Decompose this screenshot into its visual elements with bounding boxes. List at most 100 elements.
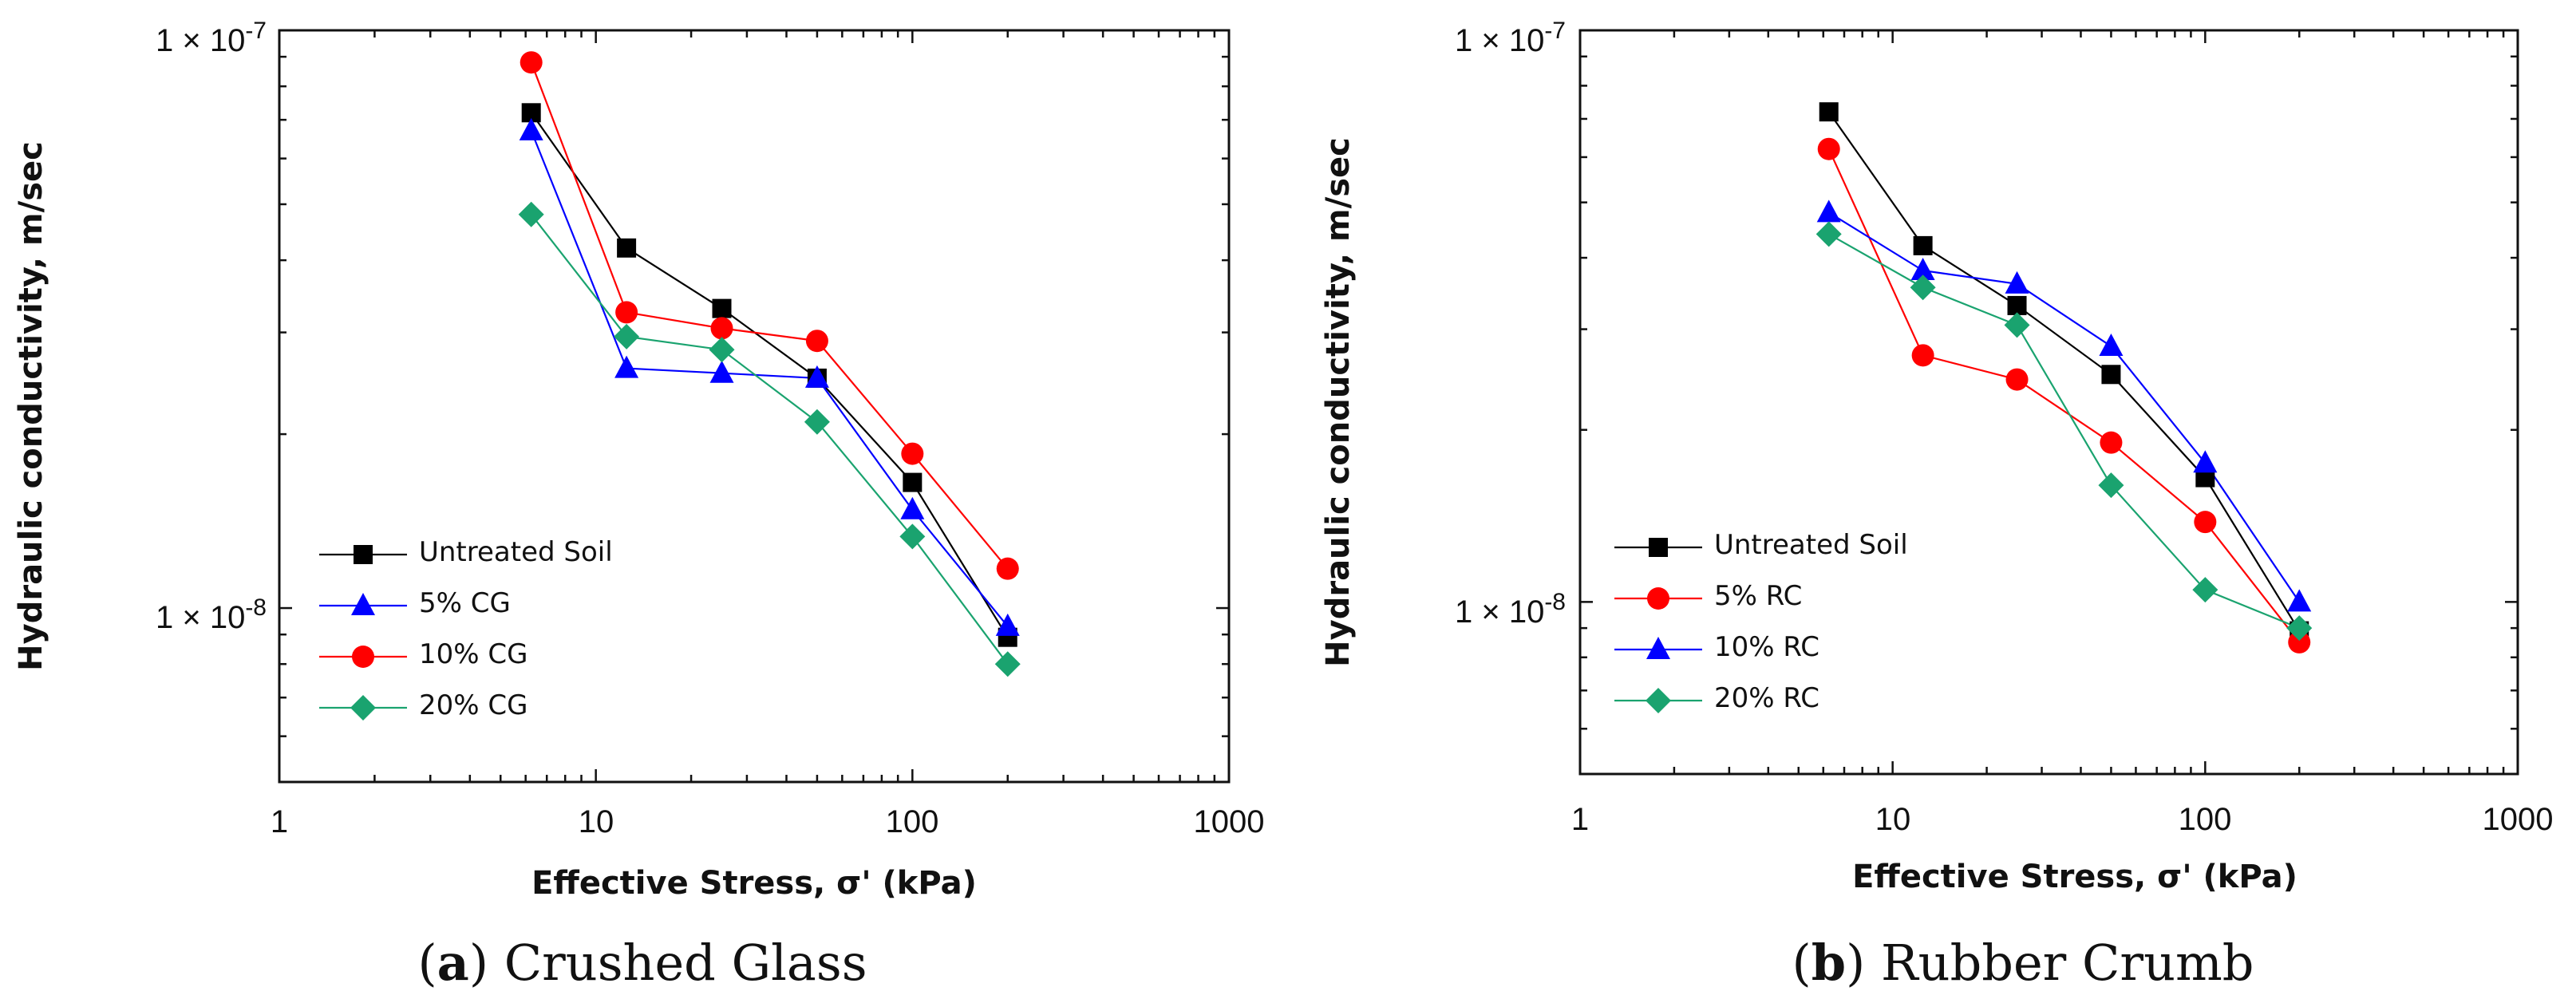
- data-point-diamond: [614, 323, 640, 349]
- data-point-circle: [352, 646, 374, 668]
- legend-entry: 5% RC: [1614, 580, 1802, 612]
- data-point-triangle: [900, 496, 925, 519]
- data-point-circle: [901, 442, 924, 465]
- y-tick-label: 1 × 10-7: [1455, 18, 1566, 58]
- data-point-diamond: [1646, 688, 1671, 713]
- series-group-b: [1815, 102, 2313, 654]
- legend-label: 10% RC: [1714, 631, 1819, 663]
- data-point-triangle: [1910, 258, 1935, 281]
- x-tick-label: 1000: [1194, 804, 1265, 839]
- data-point-triangle: [2099, 334, 2124, 357]
- x-tick-label: 100: [2179, 802, 2232, 837]
- data-point-square: [1649, 538, 1668, 557]
- y-tick-label: 1 × 10-8: [156, 594, 267, 635]
- data-point-diamond: [2286, 615, 2313, 642]
- series-line: [1828, 211, 2301, 603]
- data-point-triangle: [995, 613, 1020, 636]
- legend-label: 5% CG: [419, 587, 511, 619]
- panel-a: 1 10 100 1000 1 × 10-7 1 × 10-8 Effectiv…: [13, 18, 1264, 992]
- data-point-diamond: [1815, 221, 1842, 247]
- series-line: [1828, 233, 2300, 630]
- caption-b: (b) Rubber Crumb: [1792, 934, 2254, 992]
- legend-a: Untreated Soil 5% CG 10% CG 20% CG: [319, 536, 613, 721]
- data-point-circle: [1911, 344, 1934, 367]
- data-point-circle: [2288, 630, 2311, 654]
- data-point-diamond: [2192, 577, 2218, 603]
- y-tick-label: 1 × 10-8: [1455, 589, 1566, 630]
- data-point-diamond: [709, 337, 735, 363]
- legend-entry: 20% CG: [319, 689, 527, 721]
- axis-ticks-b: [1578, 29, 2518, 776]
- data-point-square: [1819, 102, 1839, 122]
- series-line: [1827, 148, 2301, 643]
- data-point-diamond: [804, 409, 830, 435]
- data-point-square: [2101, 365, 2121, 385]
- data-point-triangle: [2005, 271, 2029, 294]
- data-point-diamond: [1910, 274, 1936, 301]
- legend-entry: 10% CG: [319, 638, 527, 670]
- series-line: [530, 130, 1009, 627]
- data-point-diamond: [350, 695, 376, 721]
- x-tick-label: 1: [1571, 802, 1589, 837]
- data-point-circle: [2194, 511, 2217, 534]
- x-tick-label: 10: [579, 804, 614, 839]
- y-tick-label: 1 × 10-7: [156, 18, 267, 58]
- data-point-square: [354, 545, 373, 564]
- data-point-triangle: [804, 365, 829, 388]
- data-point-circle: [2100, 431, 2123, 454]
- caption-a: (a) Crushed Glass: [417, 934, 867, 992]
- data-point-circle: [1817, 137, 1840, 160]
- legend-entry: Untreated Soil: [1614, 529, 1908, 561]
- data-point-triangle: [2287, 589, 2312, 612]
- data-point-triangle: [1816, 199, 1841, 223]
- data-point-triangle: [2193, 450, 2218, 473]
- data-point-triangle: [519, 117, 543, 140]
- panel-b: 1 10 100 1000 1 × 10-7 1 × 10-8 Effectiv…: [1320, 18, 2553, 992]
- data-point-diamond: [899, 523, 926, 550]
- data-point-square: [1913, 235, 1933, 255]
- data-point-square: [617, 238, 637, 258]
- legend-label: 20% RC: [1714, 682, 1819, 714]
- data-point-square: [712, 298, 732, 318]
- series-line: [1827, 111, 2301, 632]
- series-group-a: [518, 51, 1021, 677]
- legend-label: 10% CG: [419, 638, 527, 670]
- y-axis-label: Hydraulic conductivity, m/sec: [1320, 137, 1357, 667]
- plot-frame-b: [1578, 29, 2519, 776]
- data-point-triangle: [614, 355, 639, 378]
- data-point-square: [2007, 295, 2027, 315]
- series-line: [530, 214, 1009, 665]
- data-point-circle: [710, 317, 733, 340]
- y-axis-label: Hydraulic conductivity, m/sec: [13, 141, 49, 671]
- x-axis-label: Effective Stress, σ' (kPa): [531, 865, 977, 902]
- data-point-triangle: [1646, 637, 1670, 659]
- data-point-triangle: [709, 360, 734, 383]
- legend-entry: 10% RC: [1614, 631, 1819, 663]
- series-line: [530, 61, 1009, 570]
- legend-entry: Untreated Soil: [319, 536, 613, 568]
- x-tick-label: 1: [271, 804, 288, 839]
- data-point-circle: [805, 330, 828, 353]
- data-point-diamond: [2098, 472, 2124, 499]
- legend-label: 20% CG: [419, 689, 527, 721]
- x-tick-label: 1000: [2483, 802, 2554, 837]
- legend-label: 5% RC: [1714, 580, 1802, 612]
- data-point-circle: [615, 301, 638, 324]
- legend-entry: 5% CG: [319, 587, 511, 619]
- data-point-diamond: [2004, 312, 2030, 338]
- legend-label: Untreated Soil: [1714, 529, 1908, 561]
- data-point-triangle: [351, 593, 375, 615]
- legend-entry: 20% RC: [1614, 682, 1819, 714]
- plot-frame-a: [278, 29, 1231, 784]
- x-axis-label: Effective Stress, σ' (kPa): [1852, 859, 2297, 895]
- series-line: [530, 112, 1009, 638]
- legend-label: Untreated Soil: [419, 536, 613, 568]
- x-tick-label: 10: [1875, 802, 1911, 837]
- x-tick-label: 100: [886, 804, 939, 839]
- axis-ticks-a: [278, 29, 1229, 784]
- data-point-square: [903, 472, 923, 492]
- data-point-circle: [2005, 368, 2029, 391]
- data-point-circle: [520, 51, 543, 74]
- data-point-diamond: [518, 201, 544, 227]
- data-point-circle: [996, 557, 1019, 580]
